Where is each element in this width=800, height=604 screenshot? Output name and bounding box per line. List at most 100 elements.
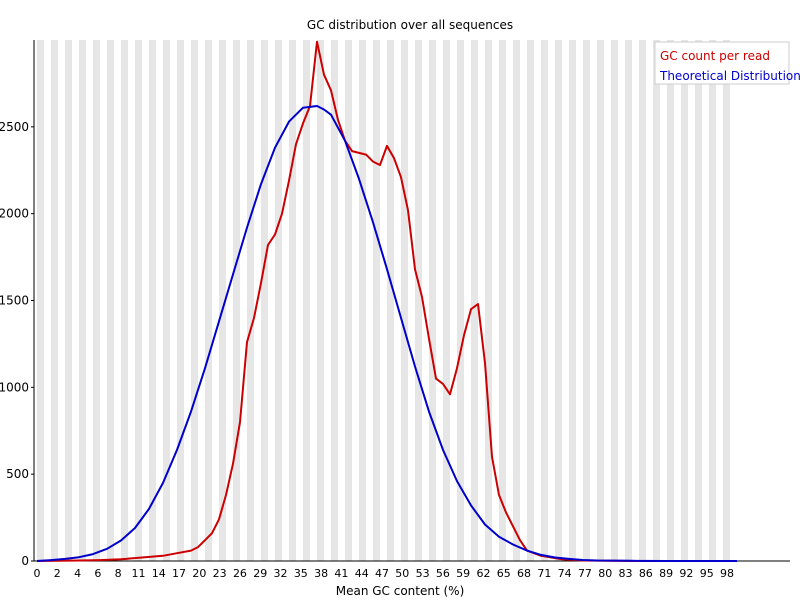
x-tick-label: 53 <box>416 567 430 580</box>
x-tick-label: 86 <box>639 567 653 580</box>
x-axis-label: Mean GC content (%) <box>336 584 465 598</box>
x-tick-label: 6 <box>94 567 101 580</box>
grid-band <box>723 40 730 561</box>
x-tick-label: 26 <box>233 567 247 580</box>
grid-band <box>121 40 128 561</box>
grid-band <box>667 40 674 561</box>
grid-band <box>191 40 198 561</box>
grid-band <box>37 40 44 561</box>
y-tick-label: 0 <box>21 554 29 568</box>
grid-band <box>387 40 394 561</box>
grid-band <box>639 40 646 561</box>
grid-band <box>471 40 478 561</box>
x-tick-label: 68 <box>517 567 531 580</box>
x-tick-label: 74 <box>558 567 572 580</box>
x-tick-label: 44 <box>355 567 369 580</box>
grid-band <box>135 40 142 561</box>
chart-title: GC distribution over all sequences <box>307 18 513 32</box>
series-line-1 <box>36 105 737 562</box>
x-tick-label: 32 <box>274 567 288 580</box>
y-tick-label: 1000 <box>0 380 29 394</box>
grid-band <box>415 40 422 561</box>
grid-band <box>51 40 58 561</box>
y-axis-ticks: 0 500 1000 1500 2000 2500 <box>0 120 34 568</box>
x-tick-label: 47 <box>375 567 389 580</box>
grid-band <box>205 40 212 561</box>
grid-band <box>79 40 86 561</box>
grid-band <box>289 40 296 561</box>
grid-band <box>93 40 100 561</box>
grid-band <box>597 40 604 561</box>
grid-band <box>275 40 282 561</box>
x-tick-label: 38 <box>314 567 328 580</box>
x-tick-label: 0 <box>34 567 41 580</box>
x-tick-label: 83 <box>619 567 633 580</box>
x-tick-label: 50 <box>395 567 409 580</box>
series-line-0 <box>36 40 737 562</box>
grid-band <box>163 40 170 561</box>
grid-band <box>485 40 492 561</box>
grid-bands <box>37 40 730 561</box>
legend-item-gc-count: GC count per read <box>660 49 770 63</box>
grid-band <box>303 40 310 561</box>
x-tick-label: 14 <box>152 567 166 580</box>
x-tick-label: 71 <box>537 567 551 580</box>
x-tick-label: 95 <box>700 567 714 580</box>
x-tick-label: 17 <box>172 567 186 580</box>
grid-band <box>541 40 548 561</box>
grid-band <box>653 40 660 561</box>
grid-band <box>513 40 520 561</box>
x-tick-label: 62 <box>476 567 490 580</box>
x-tick-label: 80 <box>598 567 612 580</box>
x-tick-label: 56 <box>436 567 450 580</box>
grid-band <box>443 40 450 561</box>
grid-band <box>457 40 464 561</box>
x-axis-ticks: 0 2 4 6 8 11 14 17 20 23 26 29 32 35 38 41 44 47 50 53 56 59 6… <box>34 567 735 580</box>
x-tick-label: 65 <box>497 567 511 580</box>
grid-band <box>247 40 254 561</box>
x-tick-label: 11 <box>131 567 145 580</box>
grid-band <box>65 40 72 561</box>
x-tick-label: 8 <box>115 567 122 580</box>
y-tick-label: 2500 <box>0 120 29 134</box>
legend-item-theoretical: Theoretical Distribution <box>659 69 800 83</box>
grid-band <box>401 40 408 561</box>
x-tick-label: 23 <box>213 567 227 580</box>
grid-band <box>681 40 688 561</box>
legend-box <box>654 41 790 85</box>
x-tick-label: 41 <box>334 567 348 580</box>
x-tick-label: 4 <box>74 567 81 580</box>
x-tick-label: 20 <box>192 567 206 580</box>
grid-band <box>695 40 702 561</box>
x-tick-label: 29 <box>253 567 267 580</box>
grid-band <box>569 40 576 561</box>
grid-band <box>359 40 366 561</box>
grid-band <box>429 40 436 561</box>
grid-band <box>233 40 240 561</box>
grid-band <box>219 40 226 561</box>
grid-band <box>373 40 380 561</box>
grid-band <box>345 40 352 561</box>
series-lines <box>36 40 737 562</box>
x-tick-label: 98 <box>720 567 734 580</box>
grid-band <box>583 40 590 561</box>
grid-band <box>149 40 156 561</box>
grid-band <box>177 40 184 561</box>
x-tick-label: 2 <box>54 567 61 580</box>
x-tick-label: 35 <box>294 567 308 580</box>
x-tick-label: 89 <box>659 567 673 580</box>
grid-band <box>317 40 324 561</box>
y-tick-label: 500 <box>6 467 29 481</box>
grid-band <box>625 40 632 561</box>
y-tick-label: 1500 <box>0 294 29 308</box>
grid-band <box>611 40 618 561</box>
x-tick-label: 92 <box>679 567 693 580</box>
x-tick-label: 77 <box>578 567 592 580</box>
grid-band <box>527 40 534 561</box>
grid-band <box>107 40 114 561</box>
x-tick-label: 59 <box>456 567 470 580</box>
grid-band <box>331 40 338 561</box>
grid-band <box>261 40 268 561</box>
